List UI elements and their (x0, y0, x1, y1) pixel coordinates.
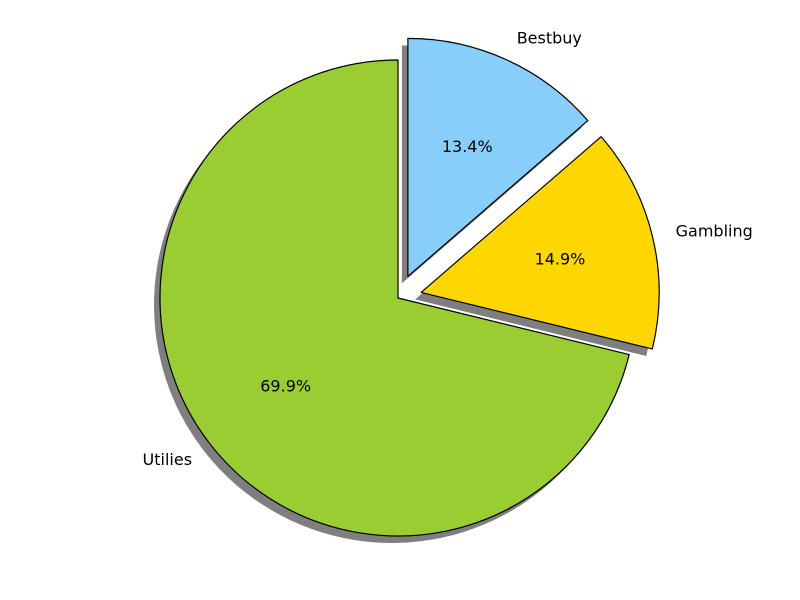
category-label-utilies: Utilies (143, 450, 193, 469)
category-labels: Utilies Gambling Bestbuy (143, 29, 753, 469)
category-label-bestbuy: Bestbuy (517, 29, 582, 48)
slice-gambling (420, 136, 660, 350)
percent-label-gambling: 14.9% (535, 249, 586, 268)
percent-labels: 69.9% 14.9% 13.4% (260, 137, 585, 396)
category-label-gambling: Gambling (676, 222, 753, 241)
slices (159, 37, 660, 537)
slice-bestbuy (407, 37, 589, 277)
percent-label-bestbuy: 13.4% (442, 137, 493, 156)
percent-label-utilies: 69.9% (260, 377, 311, 396)
slice-utilies (159, 59, 630, 537)
